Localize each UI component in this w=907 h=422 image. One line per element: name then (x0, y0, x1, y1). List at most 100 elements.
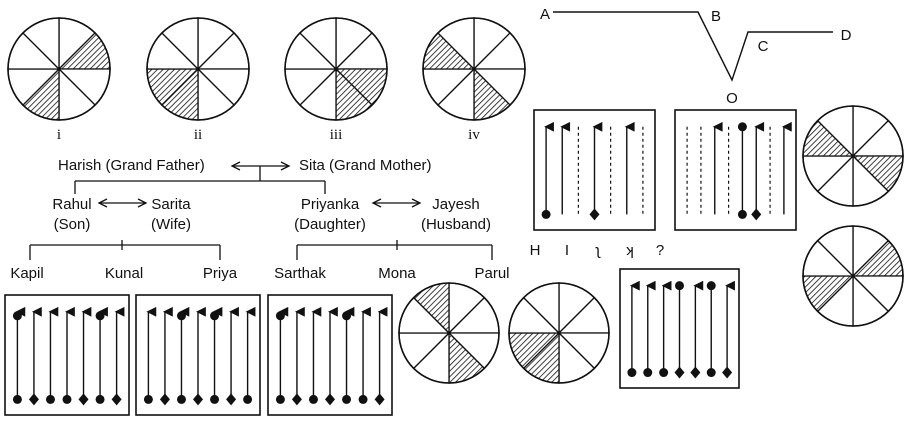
top-dot (342, 311, 352, 321)
bottom-dot (659, 368, 669, 378)
pie-i (7, 17, 111, 121)
bottom-dot (176, 394, 186, 404)
bottom-dot (706, 368, 716, 378)
pie-answer-top (802, 105, 904, 207)
son-name: Rahul (52, 196, 91, 213)
series-letter: I (565, 242, 569, 259)
line-up-diamond (722, 280, 735, 379)
bottom-diamond (722, 366, 733, 379)
family-labels: Harish (Grand Father) Sita (Grand Mother… (10, 157, 509, 282)
bottom-dot (643, 368, 653, 378)
grandchild-label: Parul (474, 265, 509, 282)
line-up-dot (627, 280, 640, 378)
arrow-box-option-3 (267, 294, 393, 416)
pie-iii (284, 17, 388, 121)
pie-outline (146, 17, 250, 121)
bottom-diamond (111, 393, 122, 406)
line-up-dot (308, 306, 322, 404)
line-dot-up-dot (210, 306, 223, 404)
grandfather-label: Harish (Grand Father) (58, 157, 205, 174)
line-dot-up-dot (95, 306, 108, 404)
bottom-dot (45, 394, 55, 404)
path-label-a: A (540, 6, 550, 23)
wife-name: Sarita (151, 196, 191, 213)
marriage-arrowheads (230, 161, 291, 171)
line-dot-up-dot (176, 306, 190, 404)
path-label-c: C (758, 38, 769, 55)
box-frame (674, 109, 797, 231)
top-dot (737, 122, 747, 132)
line-up-diamond (28, 306, 42, 406)
bottom-diamond (291, 393, 302, 406)
pie-outline (284, 17, 388, 121)
line-up-dot (659, 280, 672, 378)
pie-outline (7, 17, 111, 121)
line-dot-diamond (674, 281, 685, 379)
pie-iv (422, 17, 526, 121)
bottom-diamond (374, 393, 385, 406)
line-up-diamond (690, 280, 704, 379)
family-tree (29, 161, 493, 260)
pie-outline (802, 225, 904, 327)
top-dot (12, 311, 22, 321)
pie-option-a (398, 282, 500, 384)
grandchild-label: Kapil (10, 265, 43, 282)
pie-outline (802, 105, 904, 207)
bottom-diamond (589, 208, 600, 221)
bottom-dot (143, 394, 153, 404)
line-dot-up-dot (12, 306, 26, 404)
grandchild-label: Priya (203, 265, 238, 282)
daughter-role: (Daughter) (294, 216, 366, 233)
path-figure: A B C D O (540, 6, 852, 107)
arrow-box-answer-box (619, 268, 740, 389)
line-up-diamond (226, 306, 239, 406)
arrow-box-question-1 (533, 109, 656, 231)
husband-name: Jayesh (432, 196, 480, 213)
roman-labels: i ii iii iv (57, 127, 480, 143)
pie-outline (398, 282, 500, 384)
path-label-d: D (841, 27, 852, 44)
bottom-dot (358, 394, 368, 404)
line-up-dot (62, 306, 75, 404)
line-dot-up-dot (342, 306, 355, 404)
line-up-diamond (78, 306, 92, 406)
line-solid-dot-dot (737, 122, 747, 219)
bottom-diamond (690, 366, 701, 379)
line-solid-up-dot-diamond (589, 121, 603, 221)
grandchild-label: Sarthak (274, 265, 326, 282)
path-polyline (553, 11, 833, 82)
arrow-line-figures (4, 109, 797, 416)
pie-option-b (508, 282, 610, 384)
bottom-diamond (751, 208, 762, 221)
top-dot (210, 311, 220, 321)
bottom-dot (308, 394, 318, 404)
bottom-dot (275, 394, 285, 404)
line-up-dot (143, 306, 157, 404)
line-up-diamond (374, 306, 388, 406)
bottom-diamond (325, 393, 335, 406)
arrow-box-option-2 (135, 294, 261, 416)
path-label-o: O (726, 90, 738, 107)
path-label-b: B (711, 8, 721, 25)
grandchild-label: Kunal (105, 265, 143, 282)
roman-label-ii: ii (194, 127, 202, 143)
top-dot (706, 281, 716, 291)
top-dot (275, 311, 285, 321)
bottom-dot (12, 394, 22, 404)
line-dot-dot (706, 281, 716, 378)
bottom-diamond (193, 393, 203, 406)
line-up-diamond (159, 306, 173, 406)
series-letter: H (530, 242, 541, 259)
line-solid-up-dot (541, 121, 554, 219)
roman-label-iii: iii (330, 127, 343, 143)
line-solid-up-diamond (751, 121, 765, 221)
roman-label-i: i (57, 127, 61, 143)
son-role: (Son) (54, 216, 91, 233)
line-up-diamond (111, 306, 125, 406)
line-up-dot (358, 306, 371, 404)
bottom-diamond (226, 393, 237, 406)
bottom-dot (342, 394, 352, 404)
series-question-mark: ? (656, 242, 664, 259)
bottom-dot (62, 394, 72, 404)
